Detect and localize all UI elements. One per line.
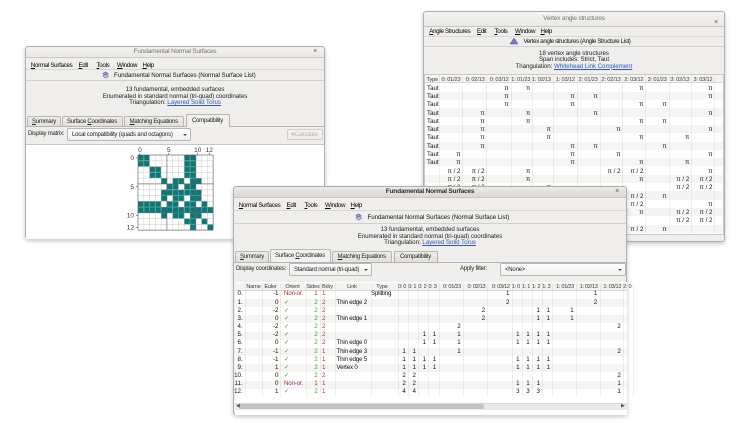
svg-text:12: 12	[206, 147, 214, 154]
svg-text:10: 10	[194, 147, 202, 154]
svg-text:12: 12	[127, 224, 135, 231]
svg-text:0: 0	[130, 155, 134, 162]
svg-text:5: 5	[130, 184, 134, 191]
svg-text:10: 10	[127, 213, 135, 220]
svg-text:0: 0	[138, 147, 142, 154]
svg-text:5: 5	[167, 147, 171, 154]
